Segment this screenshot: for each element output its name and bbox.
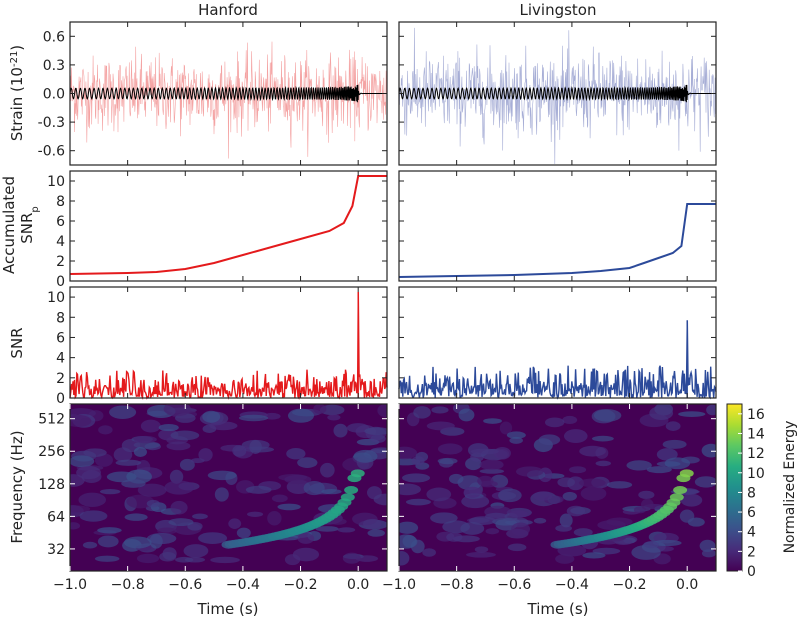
panel-frame-3-hanford: [69, 403, 388, 572]
column-title-hanford: Hanford: [198, 1, 258, 19]
snr-line-livingston: [398, 320, 717, 400]
y-tick-label: 0.6: [43, 29, 65, 45]
y-tick-label: 2: [56, 254, 65, 270]
colorbar-label: Normalized Energy: [782, 421, 798, 554]
y-tick-label: 6: [56, 330, 65, 346]
x-tick-label: −0.2: [284, 577, 318, 593]
x-tick-label: −1.0: [382, 577, 416, 593]
colorbar-tick-label: 2: [747, 544, 756, 560]
strain-template-livingston: [398, 84, 716, 103]
strain-noise-hanford: [69, 41, 388, 159]
accumulated-snr-line-hanford: [69, 175, 387, 275]
colorbar-tick-label: 4: [747, 525, 756, 541]
y-tick-label: 4: [56, 234, 65, 250]
y-tick-label: 128: [38, 477, 65, 493]
x-tick-label: 0.0: [676, 577, 698, 593]
accumulated-snr-ylabel: Accumulated: [0, 176, 18, 274]
snr-ylabel: SNR: [8, 327, 26, 358]
panel-frame-3-livingston: [398, 403, 717, 572]
strain-noise-livingston: [398, 27, 717, 165]
x-tick-label: −0.8: [111, 577, 145, 593]
snr-line-hanford: [69, 291, 388, 401]
y-tick-label: 8: [56, 194, 65, 210]
y-tick-label: 4: [56, 351, 65, 367]
colorbar-gradient: [726, 403, 743, 572]
y-tick-label: 10: [47, 174, 65, 190]
strain-ylabel: Strain (10-21): [8, 45, 26, 141]
strain-template-hanford: [69, 84, 387, 103]
accumulated-snr-ylabel-2: SNRp: [18, 206, 41, 244]
spectrogram-hanford: [70, 404, 387, 571]
colorbar-tick-label: 0: [747, 564, 756, 580]
colorbar-tick-label: 6: [747, 505, 756, 521]
colorbar-tick-label: 8: [747, 485, 756, 501]
panel-frame-2-livingston: [398, 286, 717, 399]
y-tick-label: -0.3: [38, 115, 65, 131]
colorbar-tick-label: 16: [747, 407, 765, 423]
x-tick-label: −0.6: [497, 577, 531, 593]
panel-frame-1-livingston: [398, 170, 717, 282]
spectrogram-livingston: [399, 404, 716, 571]
y-tick-label: 256: [38, 444, 65, 460]
x-tick-label: −0.6: [168, 577, 202, 593]
panel-frame-2-hanford: [69, 286, 388, 399]
time-xlabel-right: Time (s): [527, 600, 589, 618]
y-tick-label: 64: [47, 509, 65, 525]
x-tick-label: −0.2: [613, 577, 647, 593]
x-tick-label: −1.0: [53, 577, 87, 593]
accumulated-snr-line-livingston: [398, 203, 716, 278]
x-tick-label: 0.0: [347, 577, 369, 593]
x-tick-label: −0.4: [226, 577, 260, 593]
colorbar-tick-label: 14: [747, 426, 765, 442]
panel-frame-1-hanford: [69, 170, 388, 282]
y-tick-label: 2: [56, 371, 65, 387]
time-xlabel-left: Time (s): [197, 600, 259, 618]
y-tick-label: 0.0: [43, 87, 65, 103]
x-tick-label: −0.8: [440, 577, 474, 593]
colorbar-tick-label: 12: [747, 446, 765, 462]
y-tick-label: 0: [56, 274, 65, 290]
frequency-ylabel: Frequency (Hz): [8, 430, 26, 543]
y-tick-label: 0.3: [43, 58, 65, 74]
y-tick-label: 0: [56, 391, 65, 407]
colorbar: 16 14 12 10 8 6 4 2 0 Normalized Energy: [726, 403, 798, 580]
y-tick-label: 10: [47, 290, 65, 306]
x-tick-label: −0.4: [555, 577, 589, 593]
y-tick-label: 8: [56, 310, 65, 326]
y-tick-label: 6: [56, 214, 65, 230]
y-tick-label: 512: [38, 412, 65, 428]
column-title-livingston: Livingston: [520, 1, 597, 19]
colorbar-tick-label: 10: [747, 466, 765, 482]
y-tick-label: 32: [47, 542, 65, 558]
y-tick-label: -0.6: [38, 144, 65, 160]
